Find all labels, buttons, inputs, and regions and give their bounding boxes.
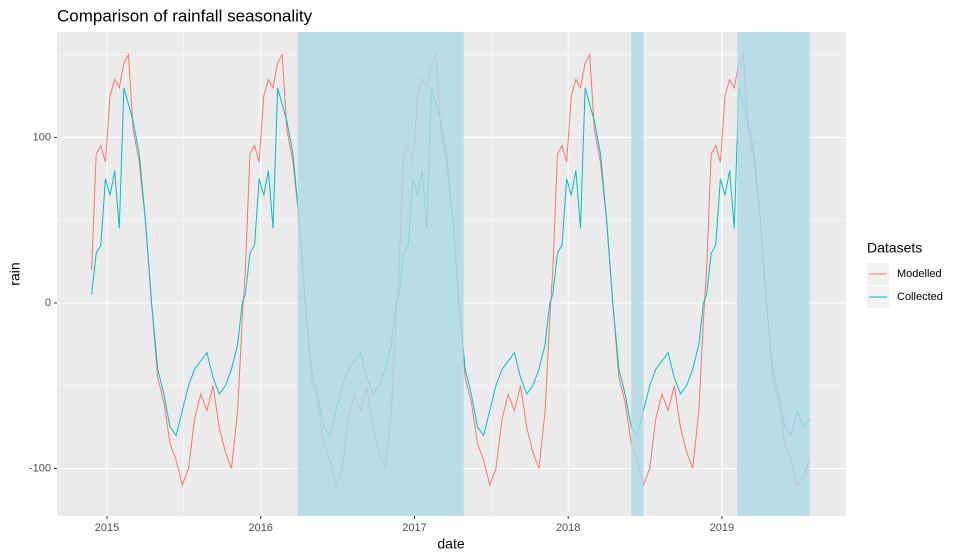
y-axis-label: rain (7, 262, 23, 285)
shaded-region (297, 32, 464, 516)
shaded-region (631, 32, 644, 516)
x-tick-label: 2018 (556, 522, 580, 534)
y-tick-label: 0 (45, 297, 51, 309)
x-tick-label: 2017 (402, 522, 426, 534)
shaded-region (737, 32, 810, 516)
y-tick-label: -100 (29, 462, 51, 474)
x-tick-label: 2015 (95, 522, 119, 534)
y-tick-label: 100 (33, 131, 51, 143)
x-axis-label: date (437, 536, 464, 552)
x-tick-label: 2019 (710, 522, 734, 534)
legend-title: Datasets (867, 240, 922, 256)
legend-label: Collected (897, 291, 943, 303)
legend-label: Modelled (897, 268, 942, 280)
x-tick-label: 2016 (248, 522, 272, 534)
chart-title: Comparison of rainfall seasonality (57, 6, 313, 25)
